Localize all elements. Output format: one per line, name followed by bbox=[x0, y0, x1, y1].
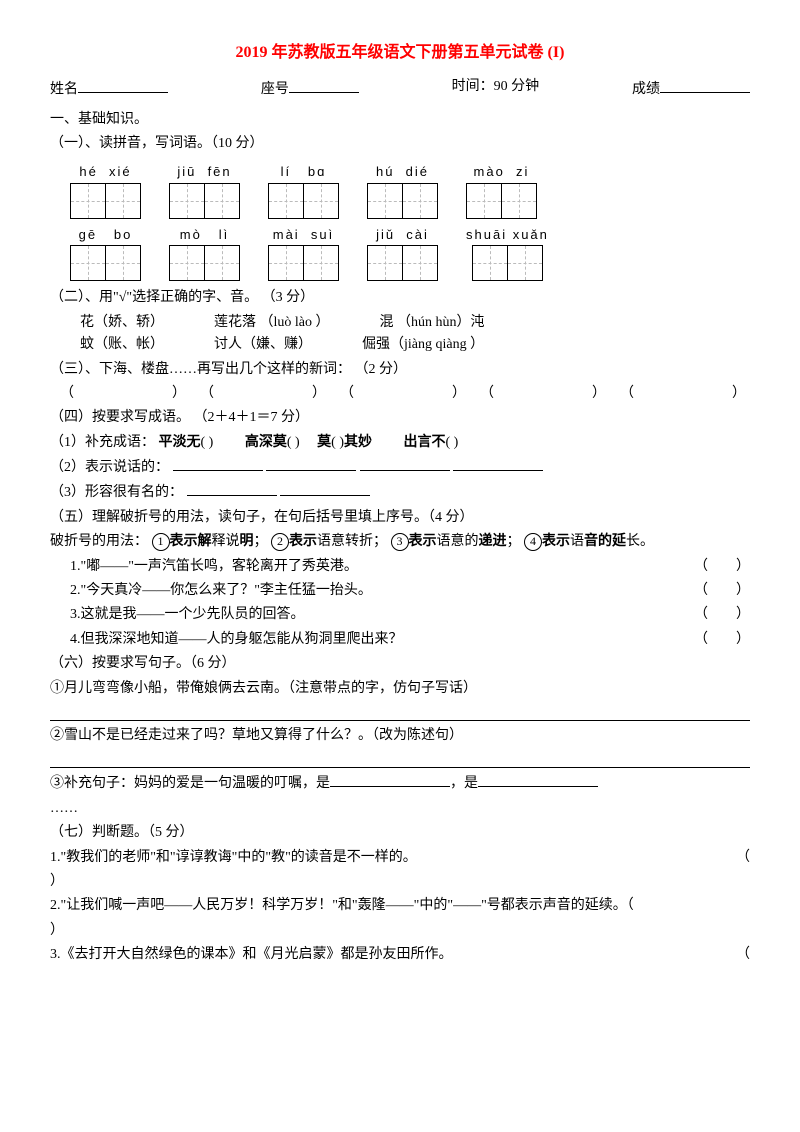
sub-4-heading: （四）按要求写成语。 （2＋4＋1＝7 分） bbox=[50, 407, 750, 429]
dash-item-3[interactable]: 3.这就是我——一个少先队员的回答。（ ） bbox=[50, 604, 750, 626]
pinyin-row-2: gē bo mò lì mài suì jiǔ cài shuāi xuǎn bbox=[70, 225, 750, 282]
choice-item[interactable]: 莲花落 （luò lào ） bbox=[214, 312, 330, 334]
answer-blank[interactable] bbox=[50, 704, 750, 721]
ellipsis: …… bbox=[50, 798, 750, 820]
pinyin-row-1: hé xié jiū fēn lí bɑ hú dié mào zi bbox=[70, 162, 750, 219]
pinyin-group[interactable]: shuāi xuǎn bbox=[466, 225, 549, 282]
judge-item-2[interactable]: 2."让我们喊一声吧——人民万岁！科学万岁！"和"轰隆——"中的"——"号都表示… bbox=[50, 895, 750, 917]
section-1-heading: 一、基础知识。 bbox=[50, 109, 750, 131]
dash-item-1[interactable]: 1."嘟——"一声汽笛长鸣，客轮离开了秀英港。（ ） bbox=[50, 556, 750, 578]
choices-row-2: 蚊（账、帐） 讨人（嫌、赚） 倔强（jiàng qiàng ） bbox=[80, 334, 750, 356]
sentence-q2: ②雪山不是已经走过来了吗？草地又算得了什么？。（改为陈述句） bbox=[50, 725, 750, 747]
dash-item-2[interactable]: 2."今天真冷——你怎么来了？"李主任猛一抬头。（ ） bbox=[50, 580, 750, 602]
choice-item[interactable]: 花（娇、轿） bbox=[80, 312, 164, 334]
pinyin-group[interactable]: hé xié bbox=[70, 162, 141, 219]
idiom-fill-line[interactable]: （1）补充成语： 平淡无( ) 高深莫( ) 莫( )其妙 出言不( ) bbox=[50, 432, 750, 454]
pinyin-group[interactable]: mài suì bbox=[268, 225, 339, 282]
pinyin-group[interactable]: jiǔ cài bbox=[367, 225, 438, 282]
choice-item[interactable]: 蚊（账、帐） bbox=[80, 334, 164, 356]
pinyin-group[interactable]: lí bɑ bbox=[268, 162, 339, 219]
seat-field[interactable]: 座号 bbox=[261, 76, 359, 101]
score-field[interactable]: 成绩 bbox=[632, 76, 750, 101]
choice-item[interactable]: 混 （hún hùn）沌 bbox=[380, 312, 485, 334]
choice-item[interactable]: 讨人（嫌、赚） bbox=[214, 334, 312, 356]
sub-7-heading: （七）判断题。（5 分） bbox=[50, 822, 750, 844]
time-field: 时间：90 分钟 bbox=[452, 76, 540, 101]
judge-item-1[interactable]: 1."教我们的老师"和"谆谆教诲"中的"教"的读音是不一样的。（ bbox=[50, 847, 750, 869]
page-title: 2019 年苏教版五年级语文下册第五单元试卷 (I) bbox=[50, 40, 750, 66]
sub-2-heading: （二）、用"√"选择正确的字、音。 （3 分） bbox=[50, 287, 750, 309]
pinyin-group[interactable]: hú dié bbox=[367, 162, 438, 219]
judge-item-2-close: ） bbox=[50, 920, 750, 942]
dash-usage-intro: 破折号的用法： 1表示解释说明； 2表示语意转折； 3表示语意的递进； 4表示语… bbox=[50, 531, 750, 553]
pinyin-group[interactable]: mào zi bbox=[466, 162, 537, 219]
pinyin-group[interactable]: gē bo bbox=[70, 225, 141, 282]
pinyin-group[interactable]: mò lì bbox=[169, 225, 240, 282]
sentence-q1: ①月儿弯弯像小船，带俺娘俩去云南。（注意带点的字，仿句子写话） bbox=[50, 678, 750, 700]
judge-item-1-close: ） bbox=[50, 871, 750, 893]
pinyin-group[interactable]: jiū fēn bbox=[169, 162, 240, 219]
choice-item[interactable]: 倔强（jiàng qiàng ） bbox=[362, 334, 484, 356]
sub-1-heading: （一）、读拼音，写词语。（10 分） bbox=[50, 133, 750, 155]
header-row: 姓名 座号 时间：90 分钟 成绩 bbox=[50, 76, 750, 101]
sub-3-heading: （三）、下海、楼盘……再写出几个这样的新词： （2 分） bbox=[50, 359, 750, 381]
name-field[interactable]: 姓名 bbox=[50, 76, 168, 101]
sub-5-heading: （五）理解破折号的用法，读句子，在句后括号里填上序号。（4 分） bbox=[50, 507, 750, 529]
choices-row-1: 花（娇、轿） 莲花落 （luò lào ） 混 （hún hùn）沌 bbox=[80, 312, 750, 334]
sub-6-heading: （六）按要求写句子。（6 分） bbox=[50, 653, 750, 675]
new-words-blanks[interactable]: （） （） （） （） （） bbox=[60, 383, 750, 405]
answer-blank[interactable] bbox=[50, 751, 750, 768]
famous-idioms[interactable]: （3）形容很有名的： bbox=[50, 481, 750, 504]
dash-item-4[interactable]: 4.但我深深地知道——人的身躯怎能从狗洞里爬出来？（ ） bbox=[50, 629, 750, 651]
judge-item-3[interactable]: 3.《去打开大自然绿色的课本》和《月光启蒙》都是孙友田所作。（ bbox=[50, 944, 750, 966]
sentence-q3[interactable]: ③补充句子：妈妈的爱是一句温暖的叮嘱，是，是 bbox=[50, 772, 750, 795]
speaking-idioms[interactable]: （2）表示说话的： bbox=[50, 456, 750, 479]
